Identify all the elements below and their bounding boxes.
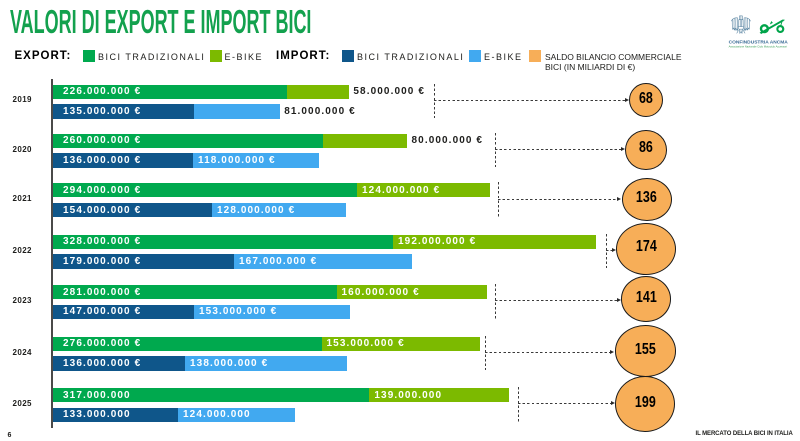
svg-text:Associazione Nazionale Ciclo M: Associazione Nazionale Ciclo Motociclo A… [729,45,788,49]
svg-text:CONFINDUSTRIA ANCMA: CONFINDUSTRIA ANCMA [729,39,789,45]
